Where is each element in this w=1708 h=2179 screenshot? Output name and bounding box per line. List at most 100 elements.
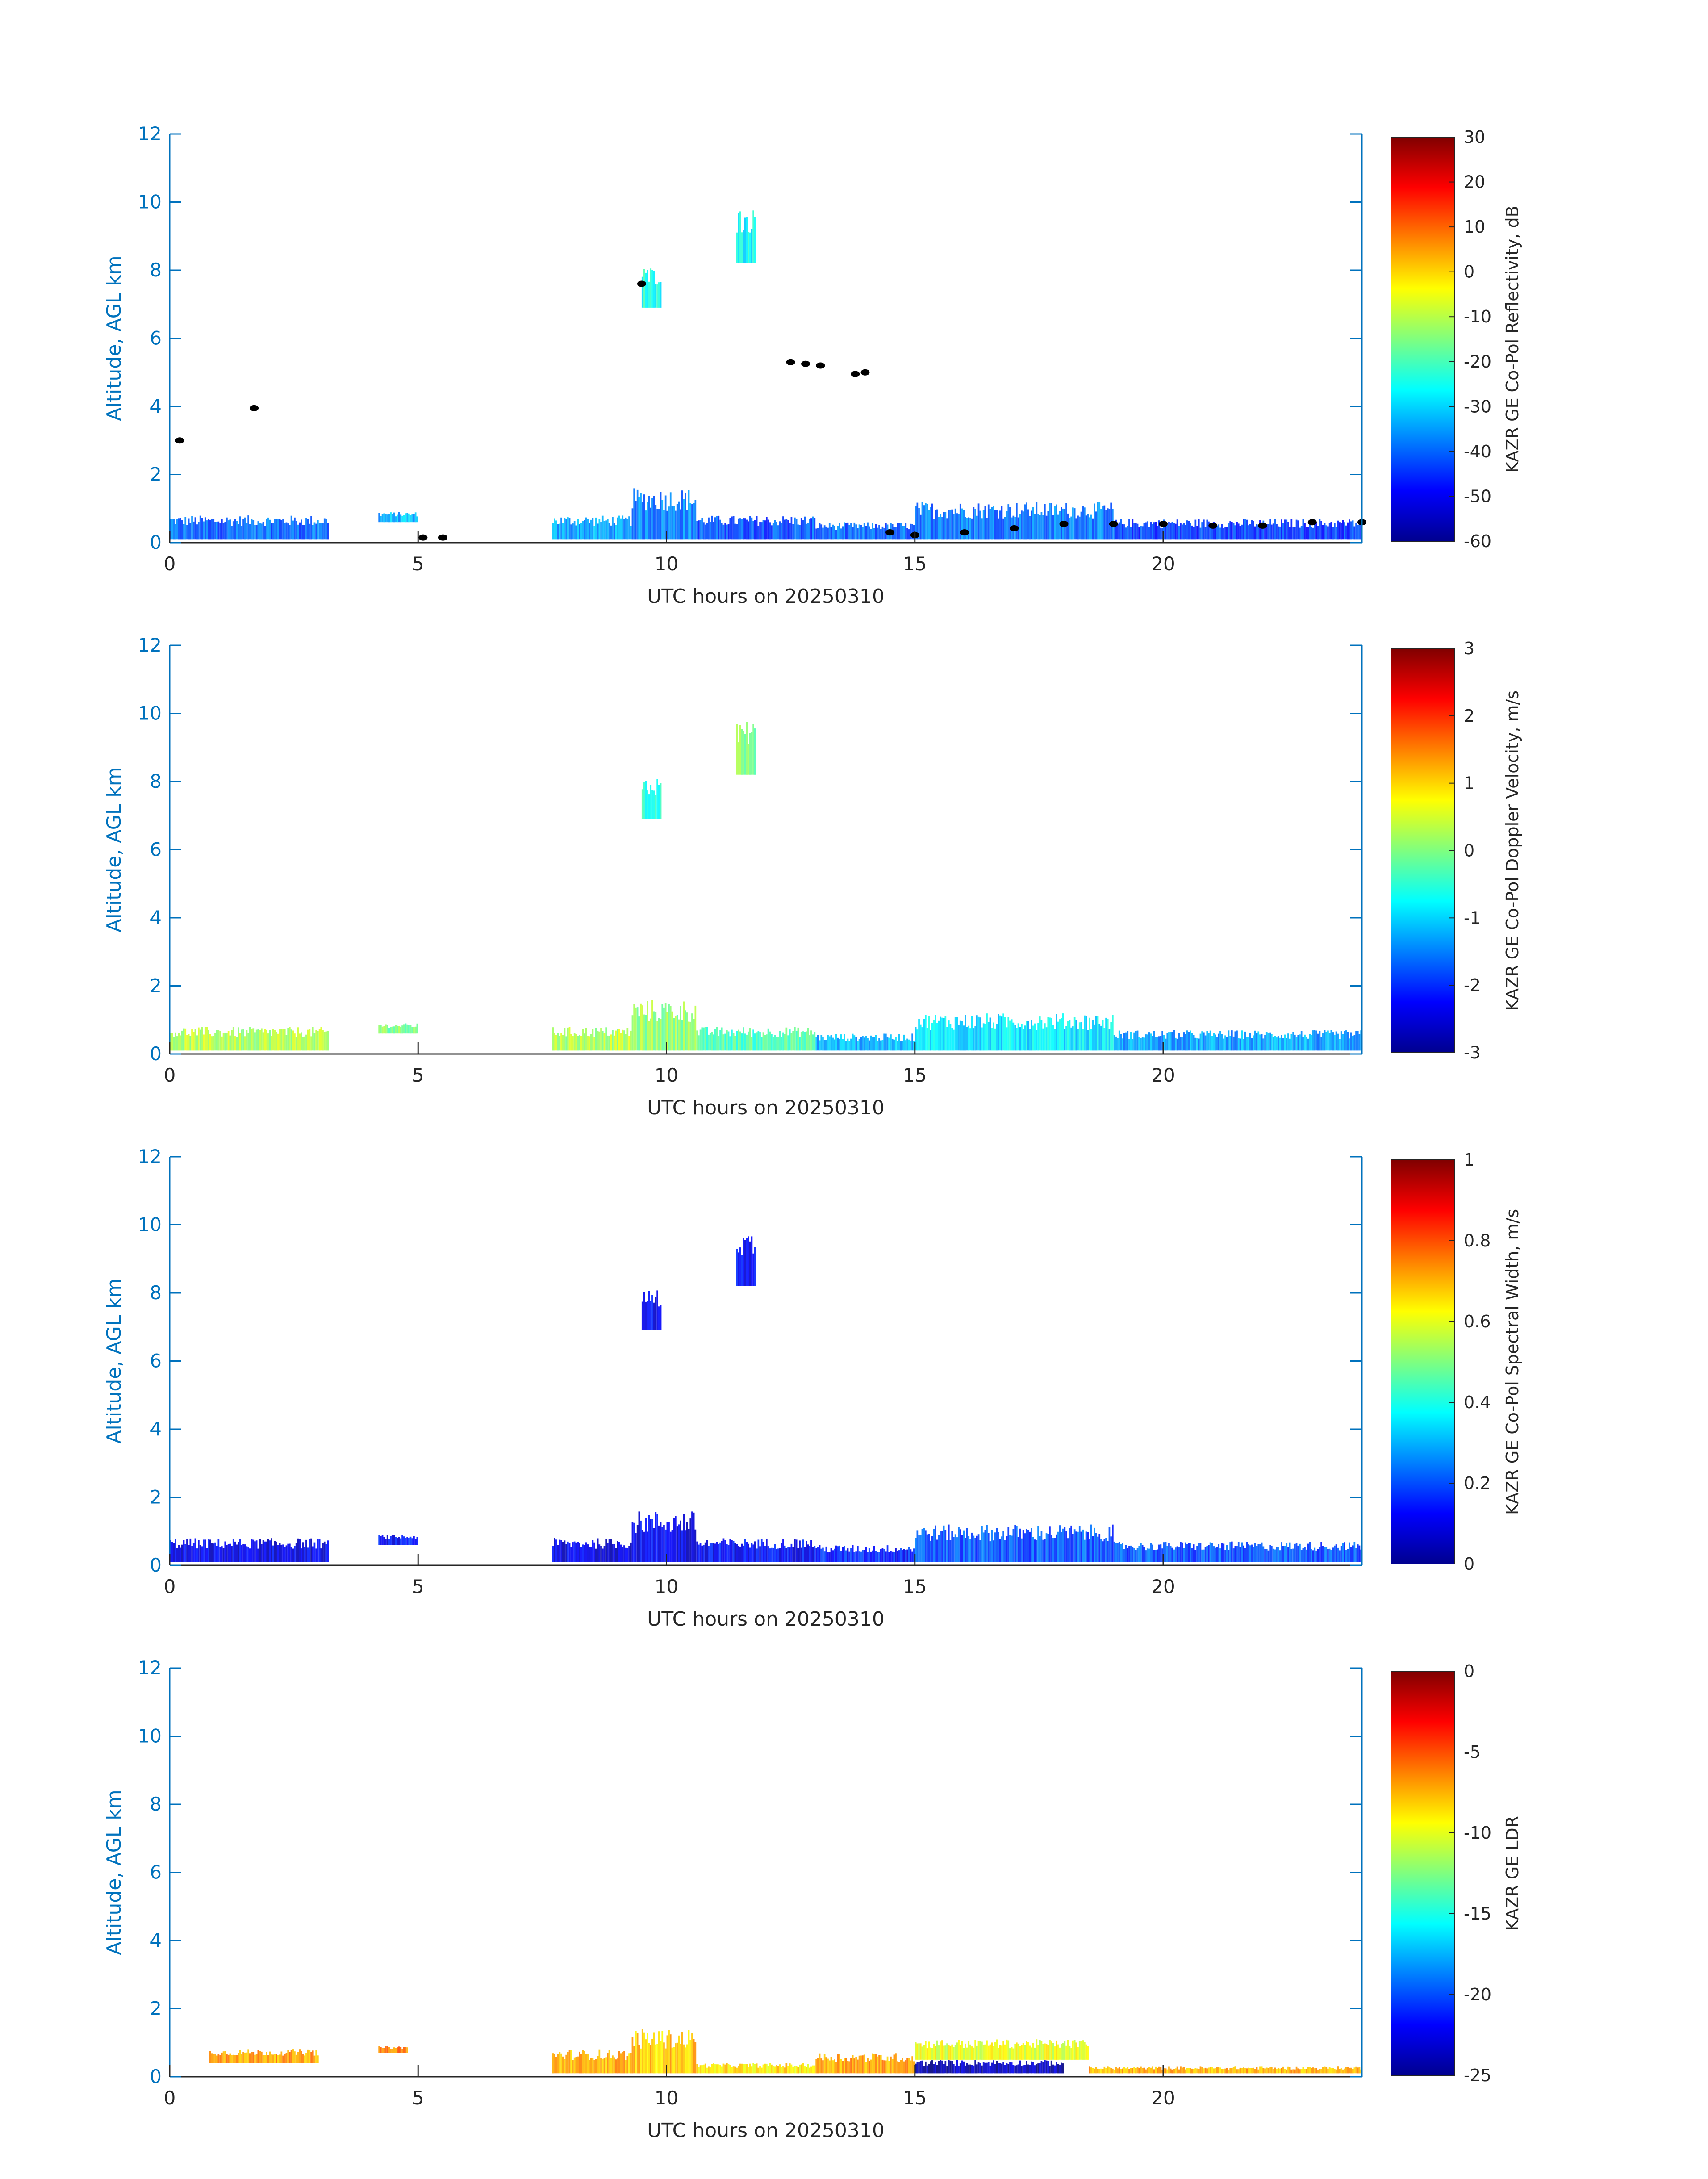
echo-stripe [1307,2067,1309,2074]
echo-stripe [226,517,228,540]
echo-stripe [562,2056,564,2074]
echo-stripe [827,2058,829,2074]
echo-stripe [217,1030,220,1051]
echo-stripe [1133,1032,1135,1051]
echo-stripe [968,1025,970,1051]
echo-stripe [247,515,249,540]
echo-stripe [809,519,811,540]
echo-stripe [688,2030,690,2074]
echo-stripe [736,2067,738,2074]
echo-stripe [994,1532,996,1562]
echo-stripe [754,1033,756,1051]
echo-stripe [221,1546,223,1562]
echo-stripe [267,1033,269,1051]
echo-stripe [261,2051,263,2063]
echo-stripe [998,1014,999,1051]
echo-stripe [716,1027,718,1051]
y-tick-label: 10 [138,1725,162,1747]
echo-stripe [986,2040,988,2060]
echo-stripe [1302,1548,1304,1562]
echo-stripe [313,2055,316,2063]
echo-stripe [1281,2068,1282,2074]
echo-stripe [1062,1528,1064,1562]
echo-stripe [620,2053,622,2074]
echo-stripe [259,1030,261,1051]
y-tick-label: 2 [150,1486,162,1508]
colorbar-tick-label: -20 [1464,1985,1491,2004]
echo-stripe [1054,2046,1056,2060]
echo-stripe [868,1548,870,1562]
echo-stripe [658,1306,660,1330]
echo-stripe [1183,1548,1185,1562]
echo-stripe [261,1544,263,1562]
echo-region [815,1033,915,1051]
echo-stripe [748,744,749,775]
echo-stripe [1206,1546,1208,1562]
echo-stripe [1169,2068,1172,2074]
echo-stripe [1080,1022,1082,1051]
x-tick-label: 10 [655,553,678,575]
echo-stripe [946,2043,948,2060]
echo-stripe [653,271,655,308]
echo-stripe [655,795,657,819]
echo-stripe [285,1545,288,1562]
echo-stripe [891,2059,894,2074]
echo-stripe [777,1037,779,1051]
echo-stripe [242,519,244,540]
echo-stripe [1213,1546,1215,1562]
echo-stripe [815,528,817,540]
echo-stripe [406,2047,408,2053]
echo-stripe [1006,2039,1008,2060]
echo-stripe [554,1538,555,1562]
echo-stripe [977,503,980,540]
echo-stripe [956,1537,958,1562]
echo-stripe [1168,522,1170,540]
echo-stripe [981,1526,983,1562]
echo-stripe [1152,2066,1153,2074]
echo-stripe [891,1039,894,1051]
echo-stripe [641,1005,643,1051]
echo-stripe [1049,1526,1051,1562]
echo-stripe [1077,515,1079,540]
echo-stripe [800,1032,802,1051]
echo-stripe [1168,1543,1170,1562]
echo-stripe [587,519,589,540]
echo-stripe [1002,2062,1004,2074]
echo-stripe [290,1547,292,1562]
echo-stripe [401,2049,403,2053]
echo-stripe [1276,524,1278,540]
echo-stripe [969,1539,971,1562]
echo-stripe [822,2060,824,2074]
echo-stripe [1057,1531,1059,1562]
echo-stripe [878,1552,880,1562]
echo-stripe [414,1026,417,1034]
echo-stripe [180,1547,181,1562]
echo-stripe [1007,1017,1010,1051]
echo-stripe [885,2060,887,2074]
echo-stripe [302,525,304,540]
echo-stripe [799,525,801,540]
echo-stripe [252,1539,255,1562]
echo-stripe [1140,1038,1142,1051]
y-tick-label: 0 [150,1043,162,1065]
echo-stripe [254,1032,256,1051]
echo-stripe [1229,1036,1231,1051]
echo-stripe [686,2044,688,2074]
echo-stripe [956,1017,958,1051]
echo-stripe [716,516,718,540]
echo-stripe [1257,1544,1260,1562]
echo-stripe [769,1031,771,1051]
echo-stripe [1150,1033,1152,1051]
echo-stripe [752,1253,754,1286]
echo-stripe [748,1236,749,1286]
echo-stripe [600,1028,602,1051]
echo-stripe [1211,523,1213,540]
echo-stripe [981,518,983,540]
echo-stripe [802,2063,804,2074]
echo-stripe [1019,514,1021,540]
echo-stripe [214,2054,216,2063]
echo-stripe [676,1015,678,1051]
echo-stripe [603,1546,606,1562]
echo-stripe [696,2064,698,2074]
echo-stripe [320,523,322,540]
